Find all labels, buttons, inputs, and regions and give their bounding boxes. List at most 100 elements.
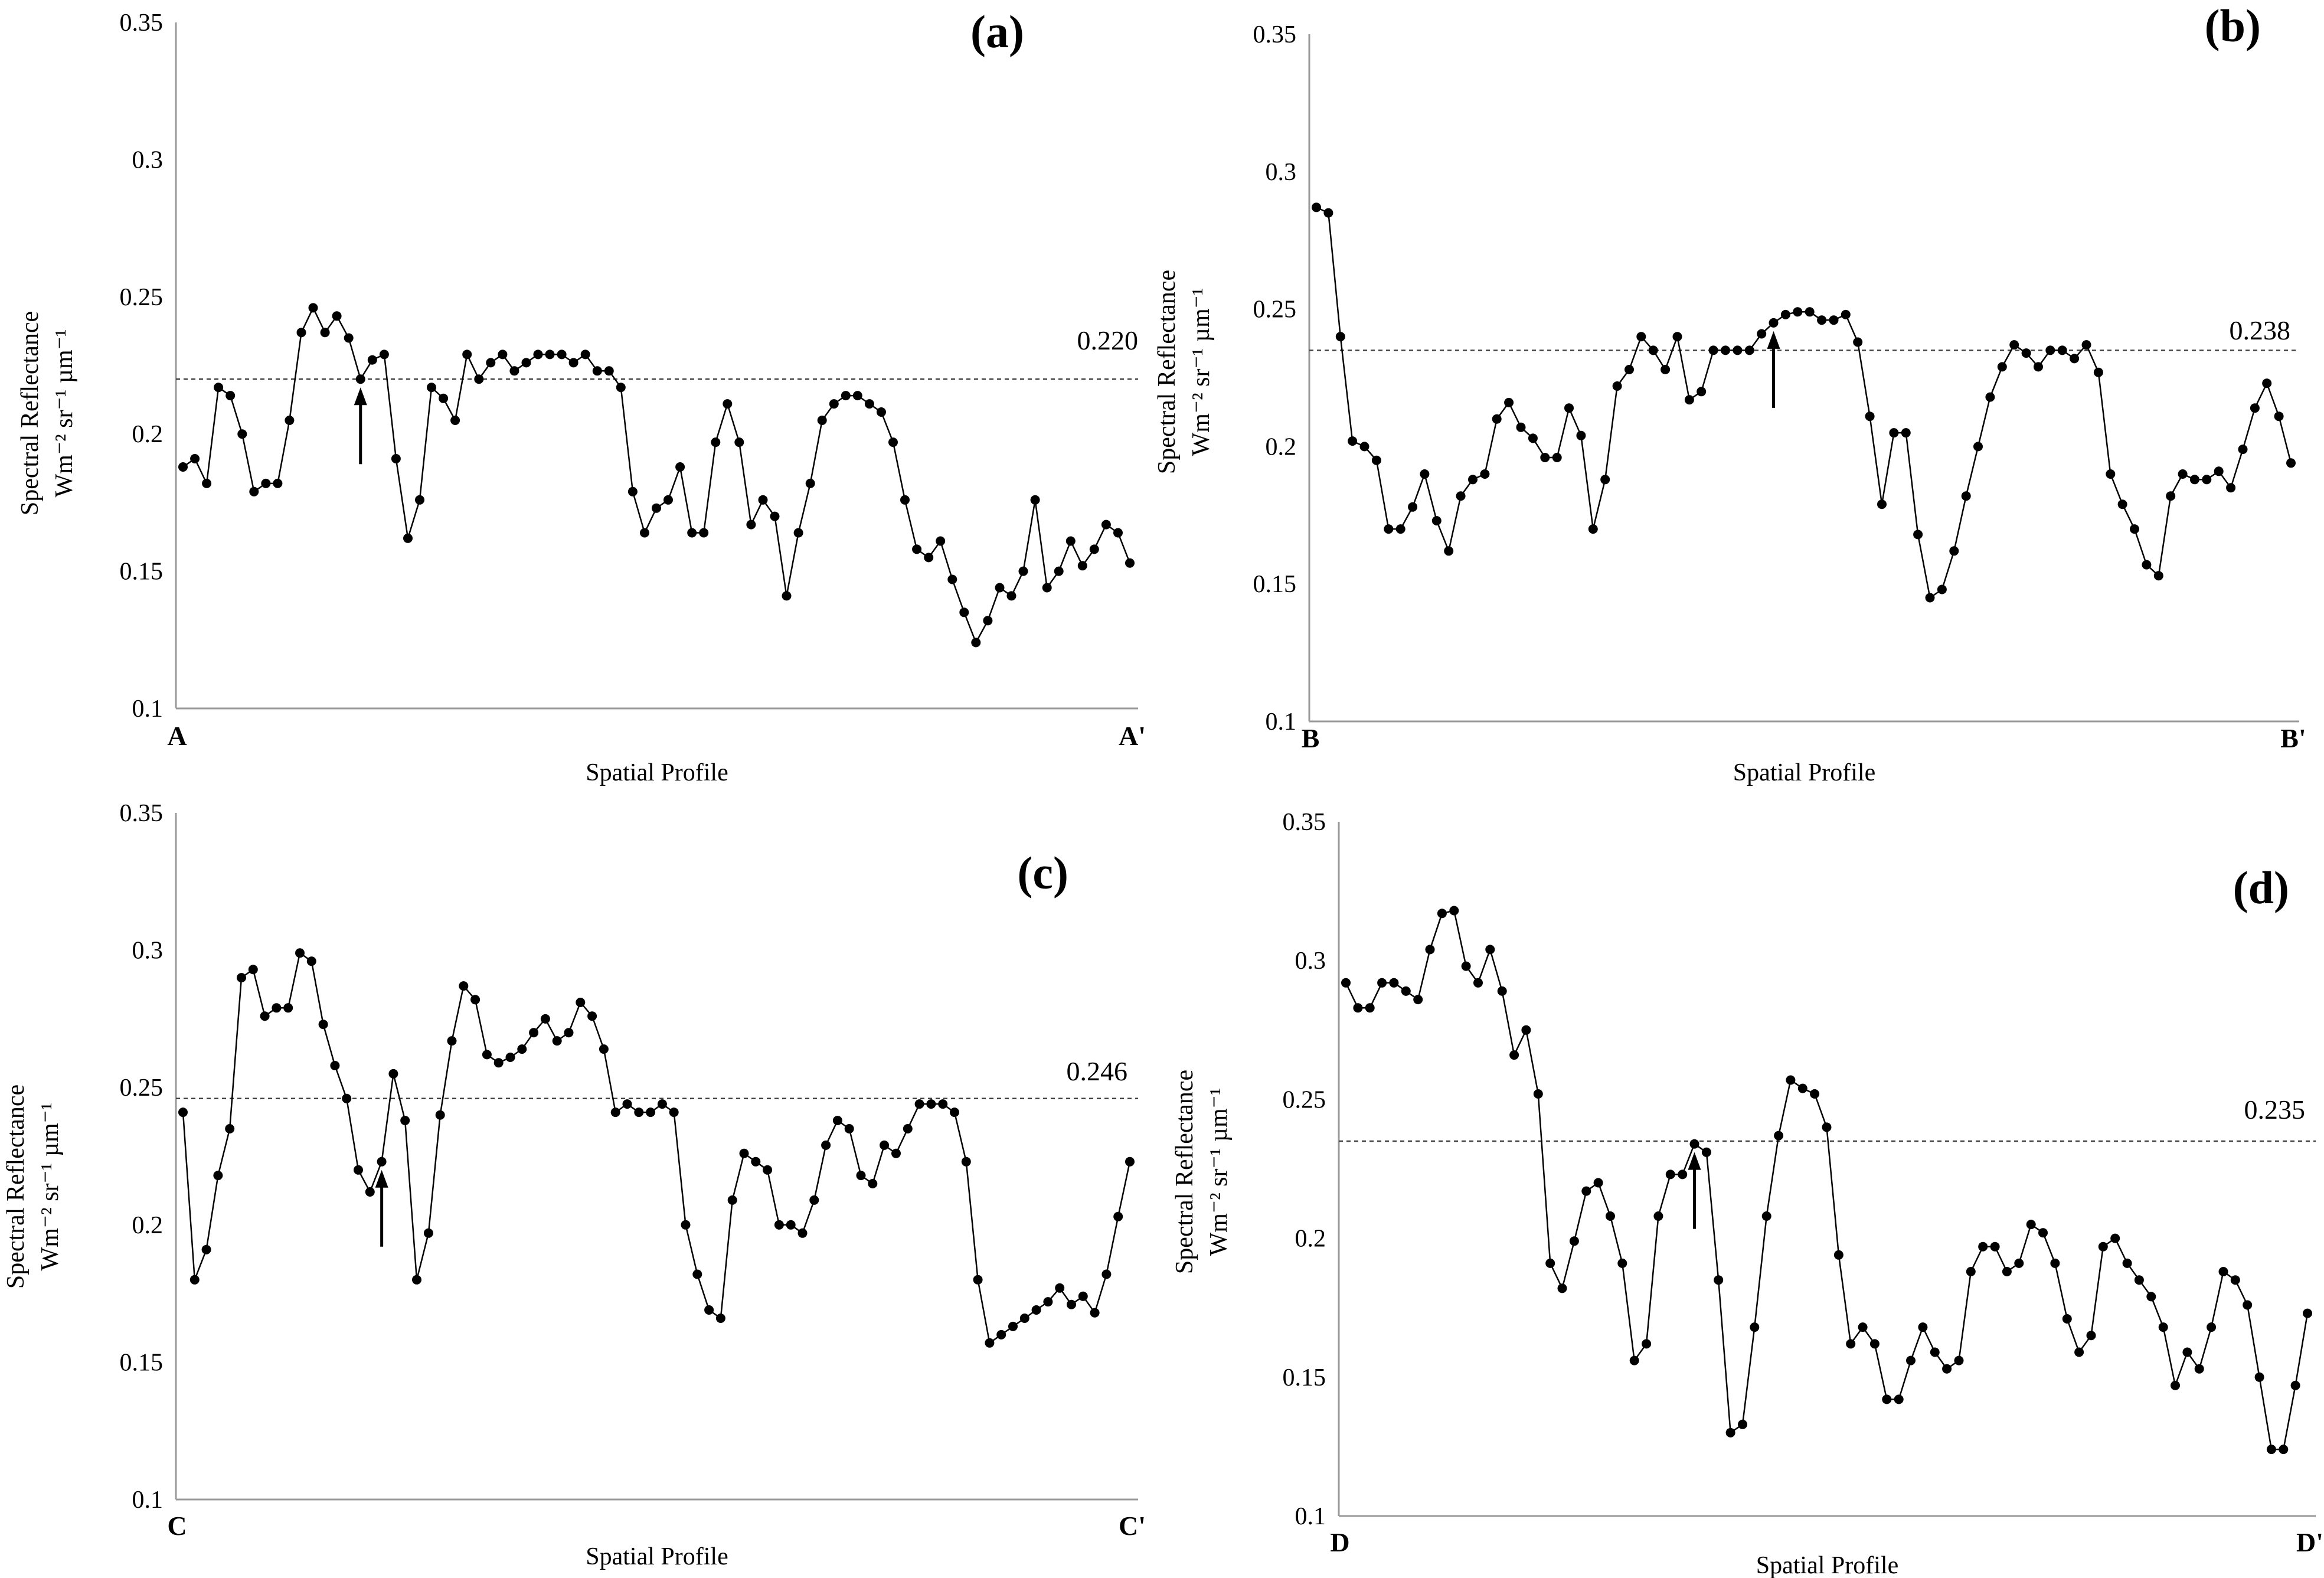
data-point xyxy=(1521,1025,1531,1035)
data-point xyxy=(2086,1331,2096,1341)
data-point xyxy=(1750,1322,1760,1332)
data-point xyxy=(880,1140,890,1150)
data-point xyxy=(1841,309,1851,319)
data-point xyxy=(2130,524,2139,534)
data-point xyxy=(1877,499,1887,509)
data-point xyxy=(924,553,934,563)
data-point xyxy=(610,1107,620,1118)
data-point xyxy=(1359,442,1369,452)
data-point xyxy=(616,383,626,393)
data-point xyxy=(844,1124,854,1133)
data-point xyxy=(1461,961,1471,971)
data-point xyxy=(1846,1339,1856,1349)
data-point xyxy=(178,462,188,472)
data-point xyxy=(1552,453,1562,462)
reference-value-label: 0.246 xyxy=(1067,1056,1128,1086)
panel-a: 0.1 0.15 0.2 0.25 0.3 0.35 0.220 (a) A A' Spatial … xyxy=(17,6,1146,786)
y-tick-label: 0.1 xyxy=(1295,1503,1326,1530)
y-tick-label: 0.25 xyxy=(120,284,164,311)
arrow-head xyxy=(354,387,367,406)
data-point xyxy=(283,1003,293,1013)
y-tick-label: 0.3 xyxy=(132,146,164,174)
data-point xyxy=(1516,422,1526,432)
data-point xyxy=(178,1107,188,1118)
data-point xyxy=(557,349,567,360)
data-point xyxy=(627,486,638,496)
x-end-label: B' xyxy=(2280,723,2306,753)
data-point xyxy=(1678,1169,1688,1180)
data-point xyxy=(2057,345,2067,355)
x-end-label: C' xyxy=(1119,1511,1146,1541)
data-point xyxy=(1018,566,1028,576)
x-end-label: A' xyxy=(1119,721,1146,751)
y-axis-units: Wm⁻² sr⁻¹ µm⁻¹ xyxy=(51,329,78,498)
data-point xyxy=(1030,495,1040,505)
data-point xyxy=(564,1028,574,1038)
data-point xyxy=(273,478,283,488)
data-point xyxy=(365,1187,375,1197)
data-point xyxy=(797,1228,808,1238)
data-point xyxy=(2134,1275,2144,1285)
data-point xyxy=(1449,906,1459,916)
y-tick-label: 0.25 xyxy=(120,1074,164,1102)
data-point xyxy=(295,948,305,958)
data-point xyxy=(2093,367,2103,377)
data-point xyxy=(1829,315,1839,325)
data-point xyxy=(2262,378,2272,388)
data-point xyxy=(344,333,354,343)
data-point xyxy=(1353,1003,1363,1013)
y-tick-label: 0.2 xyxy=(1295,1226,1326,1253)
data-point xyxy=(1913,530,1923,540)
x-axis-label: Spatial Profile xyxy=(586,1543,728,1570)
data-point xyxy=(1101,520,1111,530)
data-point xyxy=(1925,593,1935,603)
data-point xyxy=(2238,445,2248,455)
data-point xyxy=(2146,1292,2156,1302)
data-point xyxy=(190,454,200,463)
panel-label: (c) xyxy=(1017,847,1068,899)
data-point xyxy=(1701,1147,1711,1157)
data-point xyxy=(2279,1445,2289,1455)
data-point xyxy=(1901,428,1911,438)
data-point xyxy=(1113,1211,1123,1221)
data-point xyxy=(938,1099,948,1109)
y-axis-label: Spectral Reflectance xyxy=(2,1084,30,1289)
data-point xyxy=(841,391,851,401)
data-point xyxy=(459,981,469,991)
data-point xyxy=(1593,1178,1603,1188)
data-point xyxy=(961,1156,971,1167)
reference-value-label: 0.235 xyxy=(2244,1095,2306,1125)
data-point xyxy=(900,495,910,505)
y-tick-label: 0.1 xyxy=(132,695,164,723)
series-line xyxy=(182,952,1131,1344)
data-point xyxy=(1431,516,1442,526)
data-point xyxy=(415,495,424,505)
data-point xyxy=(1642,1339,1652,1349)
x-start-label: B xyxy=(1302,723,1320,753)
data-point xyxy=(1697,387,1707,397)
data-point xyxy=(330,1061,340,1070)
data-point xyxy=(2226,483,2236,493)
data-point xyxy=(1648,345,1658,355)
data-point xyxy=(669,1107,679,1118)
data-point xyxy=(189,1275,200,1285)
data-point xyxy=(1413,995,1423,1005)
data-point xyxy=(1468,475,1478,485)
data-point xyxy=(202,478,212,488)
data-point xyxy=(2166,491,2176,501)
data-point xyxy=(734,437,744,447)
data-point xyxy=(2142,560,2152,570)
data-point xyxy=(1937,584,1947,594)
data-point xyxy=(1528,433,1538,443)
data-point xyxy=(2194,1364,2204,1374)
data-point xyxy=(1661,365,1671,374)
data-point xyxy=(809,1195,819,1205)
data-point xyxy=(1019,1314,1029,1323)
data-point xyxy=(786,1220,796,1230)
data-point xyxy=(996,1329,1006,1339)
data-point xyxy=(983,616,993,626)
data-point xyxy=(1101,1269,1112,1279)
panel-label: (a) xyxy=(970,6,1024,57)
data-point xyxy=(1564,403,1574,413)
y-tick-label: 0.1 xyxy=(1266,708,1297,736)
